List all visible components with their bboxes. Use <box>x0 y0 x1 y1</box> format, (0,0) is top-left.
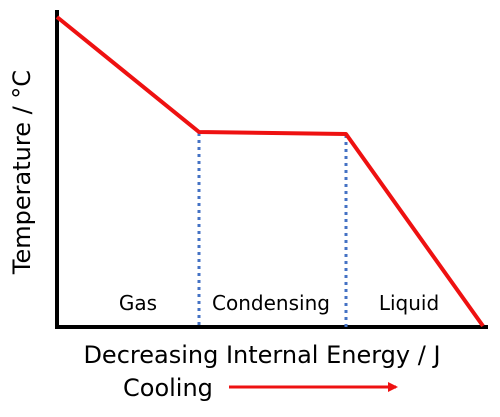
cooling-curve <box>55 15 485 328</box>
region-label-condensing: Condensing <box>212 291 330 315</box>
y-axis-label: Temperature / °C <box>8 70 36 275</box>
x-axis-label: Decreasing Internal Energy / J <box>83 341 440 369</box>
region-label-gas: Gas <box>119 291 157 315</box>
region-label-liquid: Liquid <box>379 291 439 315</box>
cooling-label: Cooling <box>123 374 213 402</box>
